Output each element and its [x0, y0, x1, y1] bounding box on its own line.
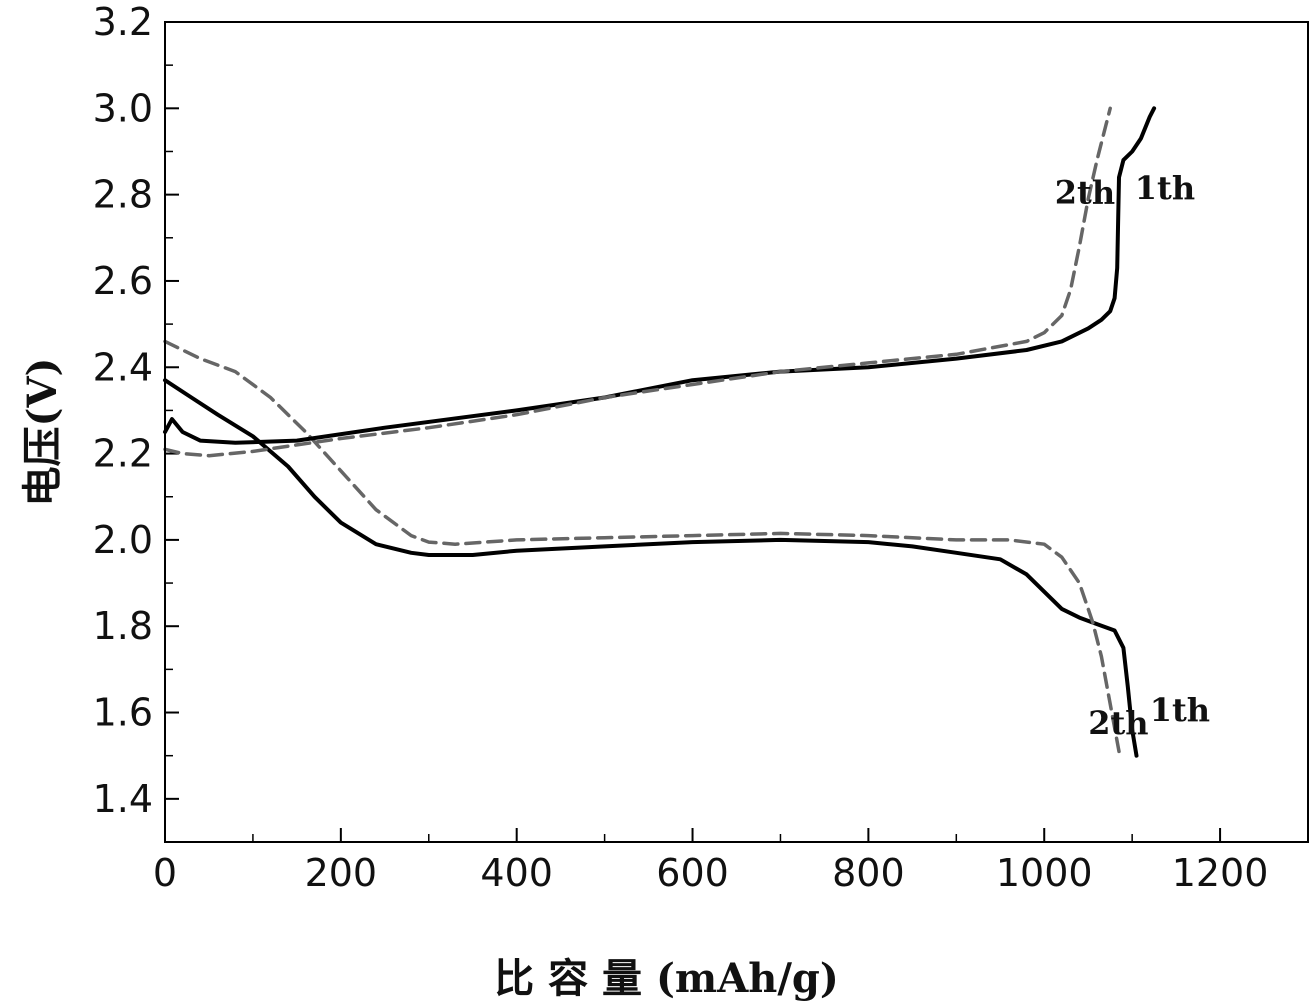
curve-annotation: 2th — [1088, 704, 1148, 742]
x-tick-label: 1000 — [996, 851, 1093, 895]
series-line-2 — [163, 339, 1121, 754]
x-tick-label: 600 — [656, 851, 729, 895]
x-tick-label: 400 — [480, 851, 553, 895]
y-tick-label: 1.8 — [93, 604, 153, 648]
series-layer — [163, 106, 1157, 758]
y-tick-label: 2.6 — [93, 259, 153, 303]
y-tick-label: 2.4 — [93, 345, 153, 389]
y-tick-label: 2.8 — [93, 173, 153, 217]
series-line-1 — [163, 378, 1139, 758]
series-line-4 — [163, 106, 1112, 458]
y-tick-label: 2.0 — [93, 518, 153, 562]
y-tick-label: 1.4 — [93, 777, 153, 821]
y-tick-label: 1.6 — [93, 691, 153, 735]
curve-annotation: 2th — [1055, 173, 1115, 211]
x-tick-label: 200 — [305, 851, 378, 895]
plot-frame — [164, 21, 1309, 843]
curve-annotation: 1th — [1150, 691, 1210, 729]
x-tick-label: 1200 — [1172, 851, 1269, 895]
y-tick-label: 3.2 — [93, 0, 153, 44]
curve-annotation: 1th — [1135, 169, 1195, 207]
y-tick-label: 3.0 — [93, 86, 153, 130]
x-tick-label: 800 — [832, 851, 905, 895]
y-tick-label: 2.2 — [93, 432, 153, 476]
x-tick-label: 0 — [153, 851, 177, 895]
axis-ticks — [164, 21, 1222, 842]
series-line-3 — [163, 106, 1157, 445]
x-axis-title: 比 容 量 (mAh/g) — [494, 955, 839, 1002]
y-axis-title: 电压(V) — [19, 358, 66, 507]
tick-labels: 0 200 400 600 800 1000 1200 1.4 1.6 1.8 2.0 2.2 2.4 2… — [93, 0, 1269, 895]
